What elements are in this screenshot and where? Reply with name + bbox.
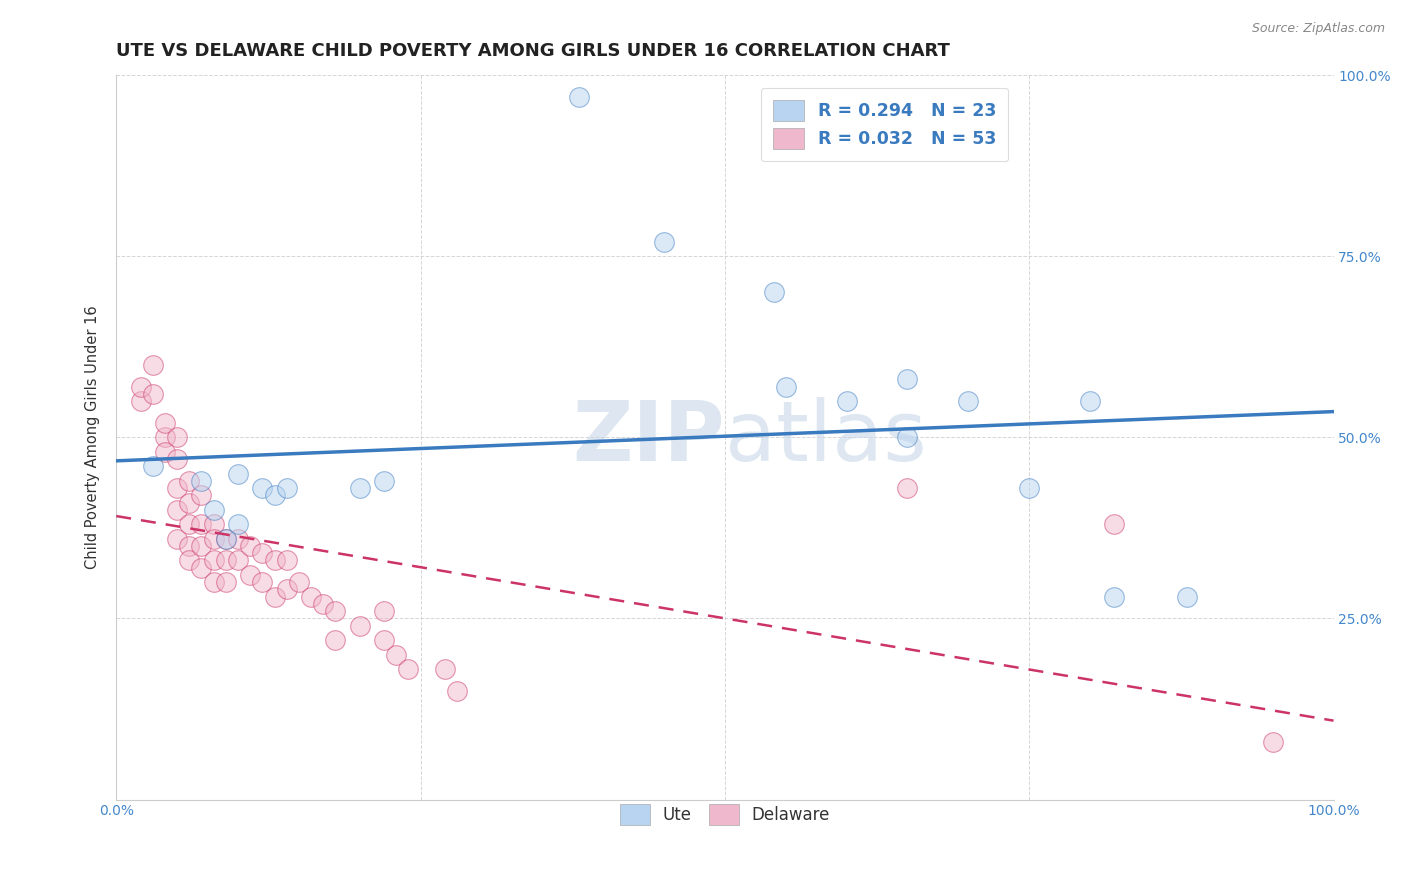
Point — [202, 503, 225, 517]
Point — [215, 532, 238, 546]
Point — [142, 358, 165, 372]
Point — [276, 582, 298, 597]
Point — [166, 503, 188, 517]
Point — [129, 379, 152, 393]
Text: Source: ZipAtlas.com: Source: ZipAtlas.com — [1251, 22, 1385, 36]
Point — [1261, 734, 1284, 748]
Point — [179, 474, 201, 488]
Point — [896, 481, 918, 495]
Point — [239, 568, 262, 582]
Point — [179, 517, 201, 532]
Point — [312, 597, 335, 611]
Point — [762, 285, 785, 300]
Point — [1078, 394, 1101, 409]
Point — [190, 560, 212, 574]
Point — [252, 575, 274, 590]
Point — [1018, 481, 1040, 495]
Point — [835, 394, 858, 409]
Point — [153, 430, 176, 444]
Point — [1177, 590, 1199, 604]
Point — [166, 452, 188, 467]
Point — [1104, 590, 1126, 604]
Point — [276, 481, 298, 495]
Point — [568, 90, 591, 104]
Point — [446, 684, 468, 698]
Point — [190, 539, 212, 553]
Point — [129, 394, 152, 409]
Point — [288, 575, 311, 590]
Text: atlas: atlas — [725, 397, 927, 478]
Point — [252, 546, 274, 560]
Point — [373, 474, 395, 488]
Point — [263, 553, 285, 567]
Point — [166, 430, 188, 444]
Point — [202, 575, 225, 590]
Point — [202, 532, 225, 546]
Y-axis label: Child Poverty Among Girls Under 16: Child Poverty Among Girls Under 16 — [86, 306, 100, 569]
Point — [325, 633, 347, 648]
Point — [142, 387, 165, 401]
Point — [153, 445, 176, 459]
Point — [349, 481, 371, 495]
Point — [190, 488, 212, 502]
Point — [226, 532, 249, 546]
Point — [190, 517, 212, 532]
Point — [373, 604, 395, 618]
Point — [252, 481, 274, 495]
Text: UTE VS DELAWARE CHILD POVERTY AMONG GIRLS UNDER 16 CORRELATION CHART: UTE VS DELAWARE CHILD POVERTY AMONG GIRL… — [117, 42, 950, 60]
Point — [179, 495, 201, 509]
Point — [652, 235, 675, 249]
Point — [226, 467, 249, 481]
Point — [896, 372, 918, 386]
Point — [433, 662, 456, 676]
Text: ZIP: ZIP — [572, 397, 725, 478]
Point — [179, 539, 201, 553]
Point — [775, 379, 797, 393]
Point — [239, 539, 262, 553]
Point — [349, 618, 371, 632]
Point — [226, 553, 249, 567]
Point — [215, 553, 238, 567]
Point — [153, 416, 176, 430]
Point — [215, 532, 238, 546]
Point — [325, 604, 347, 618]
Point — [142, 459, 165, 474]
Point — [179, 553, 201, 567]
Point — [226, 517, 249, 532]
Point — [299, 590, 322, 604]
Point — [166, 532, 188, 546]
Point — [190, 474, 212, 488]
Point — [263, 488, 285, 502]
Point — [215, 575, 238, 590]
Point — [896, 430, 918, 444]
Point — [396, 662, 419, 676]
Point — [385, 648, 408, 662]
Point — [202, 517, 225, 532]
Point — [957, 394, 980, 409]
Point — [166, 481, 188, 495]
Point — [373, 633, 395, 648]
Point — [1104, 517, 1126, 532]
Point — [263, 590, 285, 604]
Point — [202, 553, 225, 567]
Legend: Ute, Delaware: Ute, Delaware — [610, 794, 841, 835]
Point — [276, 553, 298, 567]
